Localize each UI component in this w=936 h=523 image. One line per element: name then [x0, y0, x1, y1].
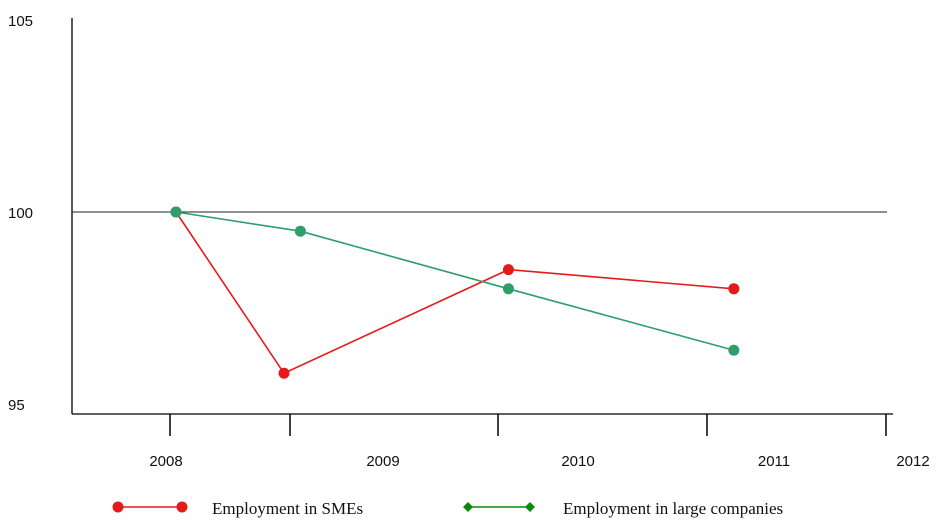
legend: Employment in SMEs Employment in large co… — [112, 499, 783, 518]
data-point — [278, 367, 290, 379]
data-point — [502, 264, 514, 276]
data-point — [728, 283, 740, 295]
y-tick-label: 100 — [8, 205, 33, 222]
axes: 95 100 105 2008 2009 2010 2011 2012 — [8, 13, 930, 470]
legend-marker-smes — [112, 501, 124, 513]
data-point — [170, 206, 182, 218]
legend-marker-large — [525, 502, 535, 512]
legend-marker-large — [463, 502, 473, 512]
x-tick-label: 2008 — [149, 453, 182, 470]
x-tick-label: 2012 — [896, 453, 929, 470]
y-tick-label: 105 — [8, 13, 33, 30]
data-point — [728, 344, 740, 356]
legend-marker-smes — [176, 501, 188, 513]
x-tick-label: 2011 — [758, 453, 790, 470]
legend-label-smes: Employment in SMEs — [212, 499, 363, 518]
x-tick-label: 2009 — [366, 453, 399, 470]
series-group — [170, 206, 740, 379]
series-line — [175, 211, 735, 352]
data-point — [294, 225, 306, 237]
data-point — [502, 283, 514, 295]
y-tick-label: 95 — [8, 397, 25, 414]
x-tick-label: 2010 — [561, 453, 594, 470]
series-line — [175, 211, 734, 375]
legend-label-large: Employment in large companies — [563, 499, 783, 518]
